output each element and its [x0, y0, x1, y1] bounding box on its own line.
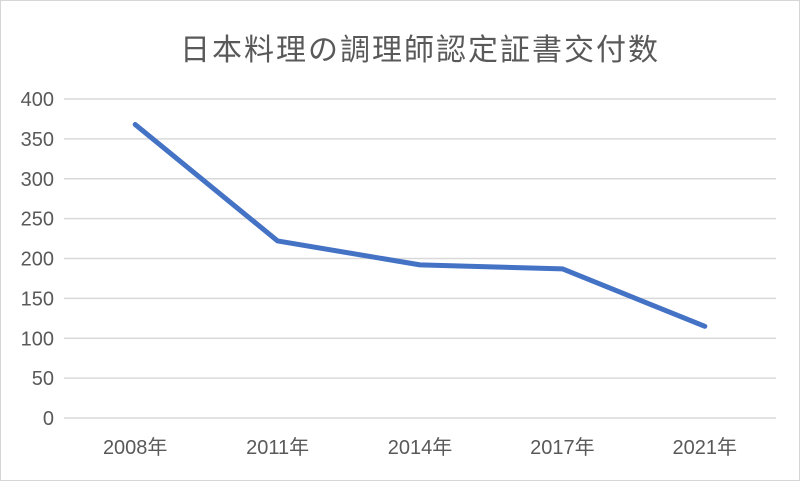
y-tick-label: 150 — [21, 288, 54, 310]
x-tick-label: 2014年 — [388, 436, 453, 459]
data-line-series — [132, 122, 708, 329]
y-tick-label: 400 — [21, 89, 54, 111]
y-tick-label: 250 — [21, 209, 54, 231]
x-tick-label: 2011年 — [246, 436, 309, 459]
chart-title: 日本料理の調理師認定証書交付数 — [180, 34, 660, 67]
x-tick-label: 2017年 — [530, 436, 595, 459]
y-tick-label: 200 — [21, 249, 54, 271]
y-tick-label: 350 — [21, 129, 54, 151]
y-tick-label: 0 — [43, 408, 54, 430]
x-tick-label: 2021年 — [673, 436, 738, 459]
y-tick-label: 300 — [21, 169, 54, 191]
y-tick-label: 50 — [32, 368, 54, 390]
x-tick-label: 2008年 — [103, 436, 168, 459]
y-tick-label: 100 — [21, 328, 54, 350]
